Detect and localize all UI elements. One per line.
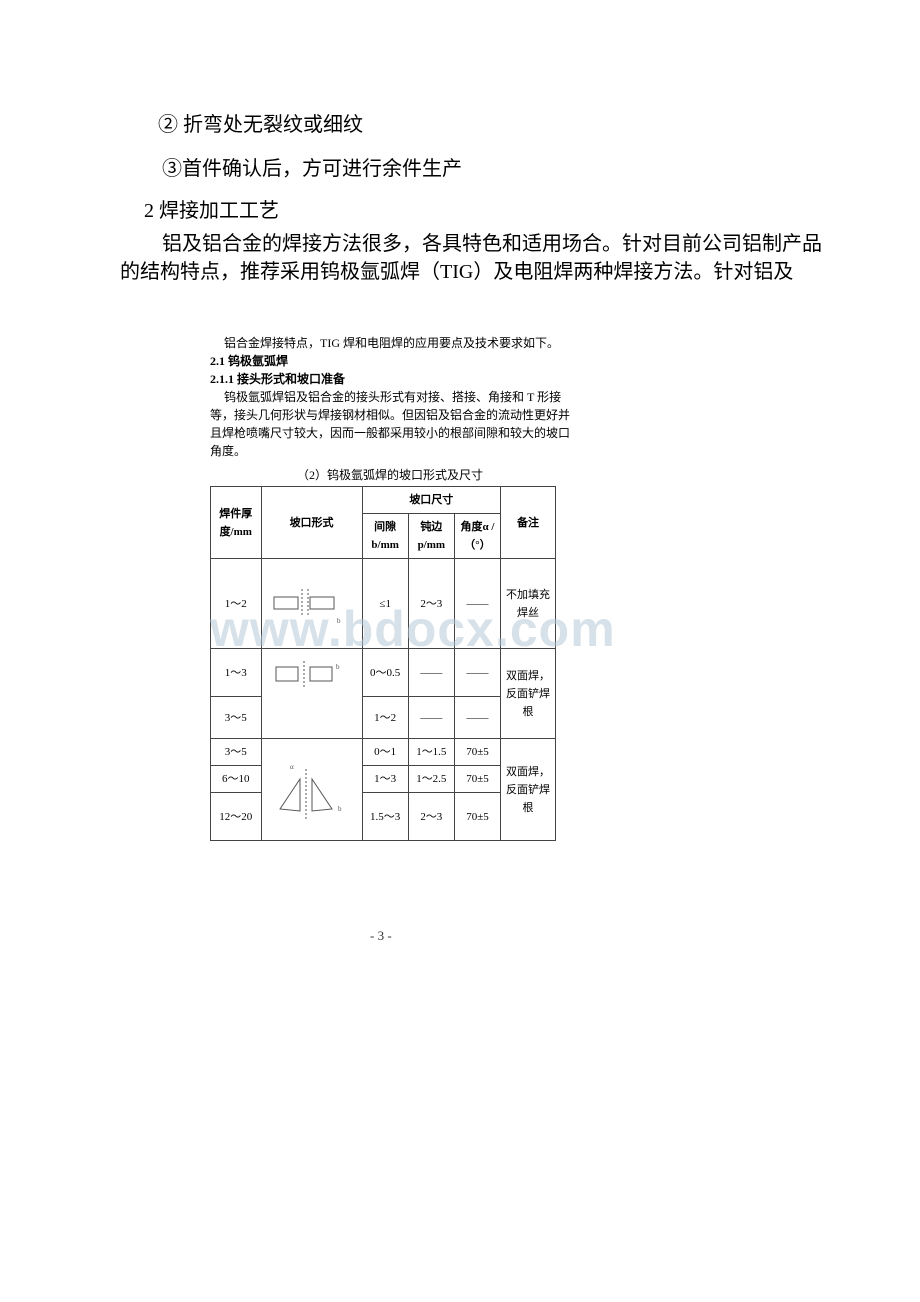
- cell-thickness: 6～10: [211, 766, 262, 793]
- table-header-row-1: 焊件厚度/mm 坡口形式 坡口尺寸 备注: [211, 487, 556, 514]
- cell-gap: 1～3: [362, 766, 408, 793]
- cell-blunt: 2～3: [408, 793, 454, 841]
- th-group: 坡口尺寸: [362, 487, 500, 514]
- cell-diagram-3: α b: [261, 739, 362, 841]
- cell-gap: 1.5～3: [362, 793, 408, 841]
- cell-blunt: ——: [408, 697, 454, 739]
- cell-gap: 0～0.5: [362, 649, 408, 697]
- cell-note: 双面焊，反面铲焊根: [501, 649, 556, 739]
- cell-blunt: 1～1.5: [408, 739, 454, 766]
- table-row: 1～2 b ≤1 2～3 —— 不加填充焊丝: [211, 559, 556, 649]
- th-blunt: 钝边 p/mm: [408, 514, 454, 559]
- cell-blunt: ——: [408, 649, 454, 697]
- cell-gap: 1～2: [362, 697, 408, 739]
- th-shape: 坡口形式: [261, 487, 362, 559]
- cell-thickness: 3～5: [211, 739, 262, 766]
- th-gap: 间隙 b/mm: [362, 514, 408, 559]
- page-number: - 3 -: [370, 928, 392, 944]
- th-thickness: 焊件厚度/mm: [211, 487, 262, 559]
- bullet-2: ② 折弯处无裂纹或细纹: [130, 108, 830, 137]
- cell-angle: ——: [454, 697, 500, 739]
- svg-text:b: b: [336, 663, 340, 671]
- cell-thickness: 3～5: [211, 697, 262, 739]
- bullet-3: ③首件确认后，方可进行余件生产: [130, 152, 830, 181]
- cell-note: 不加填充焊丝: [501, 559, 556, 649]
- table-row: 1～3 b 0～0.5 —— —— 双面焊，反面铲焊根: [211, 649, 556, 697]
- cell-diagram-1: b: [261, 559, 362, 649]
- cell-thickness: 1～3: [211, 649, 262, 697]
- cell-thickness: 12～20: [211, 793, 262, 841]
- paragraph-welding-intro: 铝及铝合金的焊接方法很多，各具特色和适用场合。针对目前公司铝制产品的结构特点，推…: [120, 230, 840, 286]
- svg-text:b: b: [337, 617, 341, 625]
- cell-blunt: 2～3: [408, 559, 454, 649]
- inner-p1: 铝合金焊接特点，TIG 焊和电阻焊的应用要点及技术要求如下。: [210, 334, 570, 352]
- svg-text:b: b: [338, 805, 342, 813]
- section-heading-2: 2 焊接加工工艺: [130, 194, 830, 223]
- table-row: 3～5 α b 0～1 1～1.5 70±5 双面焊，反面铲焊根: [211, 739, 556, 766]
- cell-angle: 70±5: [454, 793, 500, 841]
- cell-angle: 70±5: [454, 739, 500, 766]
- cell-angle: ——: [454, 649, 500, 697]
- cell-diagram-2: b: [261, 649, 362, 739]
- table-caption: （2）钨极氩弧焊的坡口形式及尺寸: [210, 466, 570, 484]
- th-note: 备注: [501, 487, 556, 559]
- groove-diagram-icon: b: [262, 559, 354, 649]
- th-angle: 角度α /（°）: [454, 514, 500, 559]
- cell-angle: ——: [454, 559, 500, 649]
- groove-table: 焊件厚度/mm 坡口形式 坡口尺寸 备注 间隙 b/mm 钝边 p/mm 角度α…: [210, 486, 556, 841]
- cell-note: 双面焊，反面铲焊根: [501, 739, 556, 841]
- cell-blunt: 1～2.5: [408, 766, 454, 793]
- svg-text:α: α: [290, 763, 294, 771]
- inner-p2: 钨极氩弧焊铝及铝合金的接头形式有对接、搭接、角接和 T 形接等，接头几何形状与焊…: [210, 388, 570, 460]
- cell-gap: ≤1: [362, 559, 408, 649]
- groove-diagram-icon: α b: [262, 739, 354, 849]
- inner-document-block: 铝合金焊接特点，TIG 焊和电阻焊的应用要点及技术要求如下。 2.1 钨极氩弧焊…: [210, 334, 570, 841]
- cell-thickness: 1～2: [211, 559, 262, 649]
- cell-angle: 70±5: [454, 766, 500, 793]
- groove-diagram-icon: b: [262, 649, 354, 727]
- cell-gap: 0～1: [362, 739, 408, 766]
- inner-h1: 2.1 钨极氩弧焊: [210, 352, 570, 370]
- inner-h2: 2.1.1 接头形式和坡口准备: [210, 370, 570, 388]
